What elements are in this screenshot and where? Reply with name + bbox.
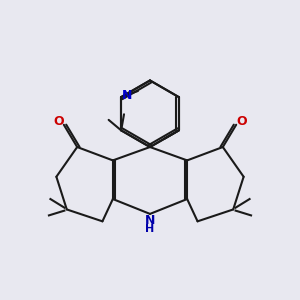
Text: O: O (236, 115, 247, 128)
Text: N: N (122, 89, 132, 102)
Text: O: O (53, 115, 64, 128)
Text: N: N (145, 214, 155, 227)
Text: H: H (146, 224, 154, 234)
